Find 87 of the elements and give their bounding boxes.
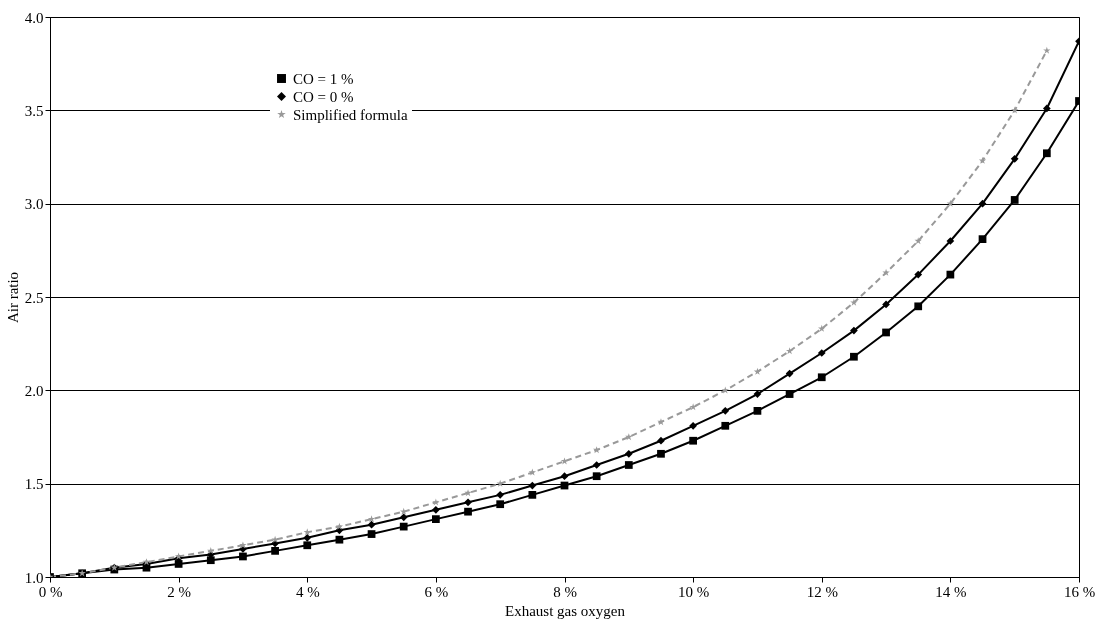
point (882, 328, 890, 337)
point (432, 498, 440, 506)
point (914, 270, 923, 279)
point (914, 302, 923, 311)
point (624, 449, 633, 458)
x-tick-label: 0 % (38, 583, 63, 600)
x-tick-label: 14 % (935, 583, 967, 600)
point (1043, 46, 1051, 54)
point (271, 535, 279, 543)
x-tick-label: 16 % (1063, 583, 1096, 600)
point (464, 489, 472, 497)
y-tick-label: 2.5 (24, 289, 44, 306)
point (689, 403, 697, 411)
point (689, 421, 697, 430)
point (592, 461, 601, 469)
point (1010, 196, 1019, 204)
x-tick-label: 12 % (806, 583, 838, 600)
y-tick-label: 4.0 (24, 9, 44, 26)
point (464, 507, 472, 516)
point (496, 479, 504, 487)
point (239, 552, 247, 561)
point (399, 513, 408, 522)
point (753, 406, 762, 415)
point (657, 436, 665, 445)
point (303, 528, 311, 536)
x-tick-label: 10 % (678, 583, 710, 600)
legend-label: Simplified formula (293, 106, 408, 123)
point (496, 490, 505, 499)
y-tick-label: 1.5 (24, 476, 44, 493)
point (432, 515, 440, 524)
point (1042, 104, 1051, 113)
point (303, 533, 312, 542)
point (850, 298, 858, 306)
point (689, 436, 697, 445)
x-axis-title: Exhaust gas oxygen (505, 602, 626, 619)
x-tick-label: 6 % (424, 583, 449, 600)
legend-label: CO = 0 % (293, 88, 354, 105)
point (367, 530, 376, 538)
point (753, 390, 762, 398)
point (560, 472, 569, 481)
point (592, 472, 601, 481)
point (657, 418, 665, 426)
point (850, 352, 858, 361)
point (335, 535, 344, 544)
point (978, 235, 987, 244)
point (946, 199, 955, 207)
point (978, 199, 987, 208)
point (528, 481, 537, 490)
point (367, 520, 376, 529)
point (528, 468, 537, 476)
point (914, 237, 922, 245)
point (303, 541, 312, 550)
point (271, 546, 279, 555)
point (207, 546, 215, 554)
point (882, 300, 890, 309)
point (1010, 154, 1019, 163)
point (657, 449, 665, 458)
point (496, 500, 505, 509)
y-axis-title: Air ratio (4, 271, 21, 324)
legend-label: CO = 1 % (293, 70, 354, 87)
x-tick-label: 2 % (167, 583, 191, 600)
y-tick-label: 3.5 (24, 102, 44, 119)
point (721, 386, 729, 394)
x-tick-label: 8 % (553, 583, 577, 600)
point (432, 505, 440, 514)
point (528, 490, 537, 499)
point (206, 556, 215, 565)
x-tick-label: 4 % (295, 583, 320, 600)
point (239, 541, 247, 549)
point (850, 326, 858, 335)
point (625, 433, 633, 441)
point (464, 498, 472, 507)
point (1011, 106, 1019, 114)
point (399, 522, 408, 531)
point (335, 522, 344, 530)
point (1042, 149, 1051, 158)
point (753, 367, 762, 375)
point (785, 390, 794, 398)
point (817, 373, 826, 382)
point (624, 461, 633, 469)
y-tick-label: 1.0 (24, 569, 44, 586)
point (946, 237, 955, 245)
point (721, 406, 730, 415)
point (817, 349, 826, 357)
point (721, 421, 730, 430)
y-tick-label: 2.0 (24, 382, 44, 399)
y-tick-label: 3.0 (24, 196, 44, 213)
